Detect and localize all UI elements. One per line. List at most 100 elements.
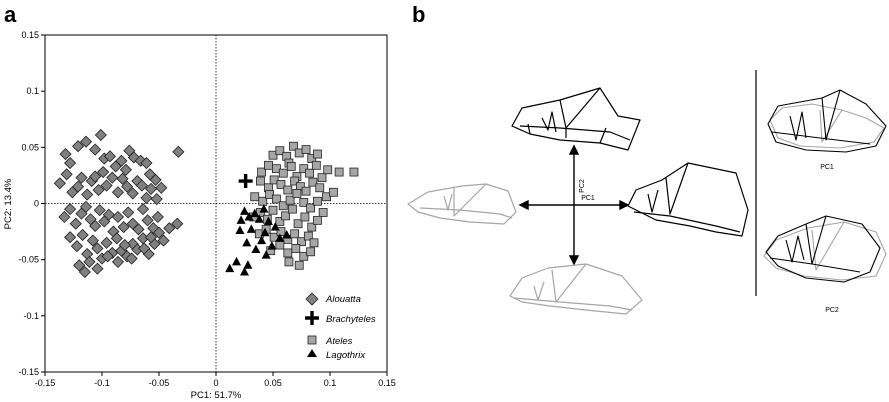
point-alouatta xyxy=(58,210,71,224)
point-lagothrix xyxy=(275,233,285,242)
arrow-label-pc2: PC2 xyxy=(579,179,586,193)
point-alouatta xyxy=(53,177,66,190)
point-alouatta xyxy=(121,180,134,193)
legend-marker-ateles xyxy=(307,335,317,345)
point-lagothrix xyxy=(270,222,280,231)
point-ateles xyxy=(293,219,303,229)
legend-marker-alouatta xyxy=(305,292,319,306)
point-alouatta xyxy=(94,128,107,142)
point-ateles xyxy=(268,150,278,160)
point-alouatta xyxy=(81,188,94,201)
point-alouatta xyxy=(111,210,125,224)
point-ateles xyxy=(289,141,298,151)
point-alouatta xyxy=(89,170,102,183)
legend-label-lagothrix: Lagothrix xyxy=(326,350,366,361)
point-ateles xyxy=(322,192,331,202)
point-ateles xyxy=(264,160,273,170)
point-ateles xyxy=(290,176,300,186)
point-ateles xyxy=(306,247,316,257)
point-alouatta xyxy=(122,206,135,219)
point-alouatta xyxy=(144,182,158,195)
point-alouatta xyxy=(78,265,91,279)
point-alouatta xyxy=(91,262,104,275)
point-ateles xyxy=(265,190,274,199)
point-alouatta xyxy=(89,143,102,156)
point-alouatta xyxy=(106,171,119,184)
point-alouatta xyxy=(149,173,162,186)
point-ateles xyxy=(301,186,311,196)
point-alouatta xyxy=(117,221,130,234)
point-ateles xyxy=(275,240,285,250)
point-ateles xyxy=(303,231,313,241)
point-alouatta xyxy=(171,217,184,230)
point-ateles xyxy=(349,167,359,177)
point-alouatta xyxy=(118,238,131,252)
point-alouatta xyxy=(71,180,85,193)
point-alouatta xyxy=(64,231,77,244)
point-ateles xyxy=(292,188,302,198)
point-alouatta xyxy=(73,259,86,272)
shape-pc1-positive xyxy=(627,162,749,237)
point-ateles xyxy=(299,251,309,261)
y-tick-label: 0.05 xyxy=(21,142,39,152)
point-ateles xyxy=(294,260,304,270)
point-alouatta xyxy=(136,203,150,216)
point-lagothrix xyxy=(250,208,260,218)
x-tick-label: 0.05 xyxy=(264,378,282,388)
shape-deformation-panel: PC2 PC1 xyxy=(407,70,887,315)
point-ateles xyxy=(299,164,309,174)
point-alouatta xyxy=(93,204,106,217)
point-alouatta xyxy=(125,252,138,265)
point-lagothrix xyxy=(244,211,254,221)
point-ateles xyxy=(300,212,310,222)
axis-arrows xyxy=(518,144,630,266)
arrow-label-pc1: PC1 xyxy=(581,195,595,202)
y-tick-label: 0.15 xyxy=(21,30,39,40)
point-alouatta xyxy=(102,208,115,221)
point-alouatta xyxy=(59,148,72,161)
point-alouatta xyxy=(163,222,176,235)
comparison-shape-pc2 xyxy=(763,215,887,283)
point-lagothrix xyxy=(225,263,235,273)
point-ateles xyxy=(311,160,321,170)
point-alouatta xyxy=(138,242,151,255)
point-lagothrix xyxy=(251,244,261,254)
point-ateles xyxy=(278,168,288,178)
point-lagothrix xyxy=(243,260,253,269)
point-alouatta xyxy=(111,255,125,268)
x-tick-label: -0.15 xyxy=(35,378,56,388)
point-ateles xyxy=(301,145,311,154)
point-ateles xyxy=(272,194,281,204)
point-lagothrix xyxy=(260,227,270,237)
point-alouatta xyxy=(126,187,139,200)
point-alouatta xyxy=(91,242,104,255)
point-ateles xyxy=(269,175,279,185)
point-alouatta xyxy=(75,171,88,184)
point-ateles xyxy=(287,204,297,214)
point-alouatta xyxy=(152,226,166,239)
legend-marker-brachyteles xyxy=(305,311,319,325)
x-axis-ticks: -0.15 -0.1 -0.05 0 0.05 0.1 0.15 xyxy=(35,372,396,388)
point-lagothrix xyxy=(282,229,292,239)
point-alouatta xyxy=(140,156,153,170)
point-alouatta xyxy=(157,234,170,247)
point-ateles xyxy=(256,176,265,186)
point-ateles xyxy=(258,196,268,206)
point-ateles xyxy=(257,167,267,177)
point-alouatta xyxy=(151,210,164,224)
comparison-label-pc2: PC2 xyxy=(825,307,839,314)
point-lagothrix xyxy=(257,235,267,245)
panel-b-letter: b xyxy=(412,2,425,27)
point-alouatta xyxy=(79,200,93,213)
point-alouatta xyxy=(150,192,163,206)
point-lagothrix xyxy=(232,256,242,266)
point-ateles xyxy=(299,197,309,207)
point-lagothrix xyxy=(261,250,271,259)
point-lagothrix xyxy=(240,267,249,276)
legend-label-brachyteles: Brachyteles xyxy=(326,314,376,325)
point-ateles xyxy=(250,192,260,202)
point-alouatta xyxy=(103,150,117,163)
point-alouatta xyxy=(92,183,105,197)
y-tick-label: 0 xyxy=(34,199,39,209)
point-ateles xyxy=(284,257,294,267)
